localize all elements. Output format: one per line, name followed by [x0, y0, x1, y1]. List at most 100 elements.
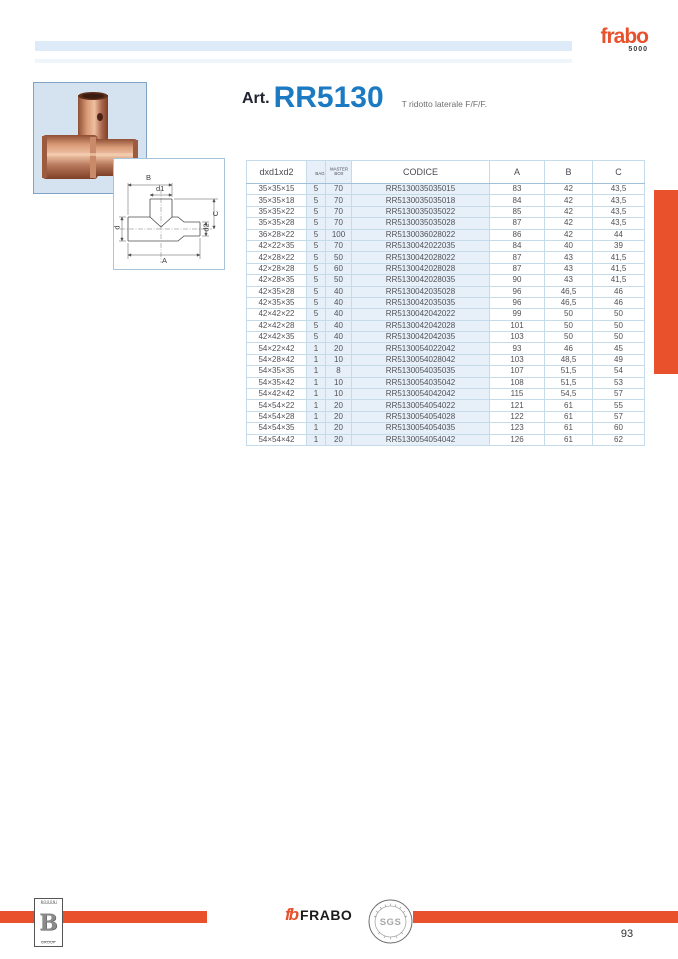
table-cell: 5 [306, 331, 326, 344]
table-cell: 54×54×42 [246, 433, 307, 447]
table-cell: 40 [325, 285, 352, 298]
table-cell: 5 [306, 296, 326, 310]
table-cell: 5 [306, 262, 326, 276]
table-cell: 42 [544, 194, 593, 207]
table-cell: 20 [325, 399, 352, 412]
table-cell: 54×54×22 [246, 399, 307, 412]
table-cell: 103 [489, 331, 545, 344]
table-cell: 5 [306, 205, 326, 219]
table-cell: RR5130042028035 [351, 274, 490, 287]
footer-rule-left [0, 911, 207, 923]
table-row: 35×35×28 5 70 RR5130035035028 87 42 43,5 [246, 217, 645, 230]
brand-logo-text: frabo [600, 25, 650, 48]
table-row: 42×42×22 5 40 RR5130042042022 99 50 50 [246, 308, 645, 321]
table-cell: 70 [325, 205, 352, 219]
spec-table: dxd1xd2 BAG MASTER BOX CODICE A B C 35×3… [246, 160, 645, 447]
tee-dimension-diagram [119, 183, 218, 263]
table-cell: 1 [306, 342, 326, 355]
table-cell: 8 [325, 365, 352, 378]
table-cell: 61 [544, 410, 593, 424]
table-row: 54×54×22 1 20 RR5130054054022 121 61 55 [246, 399, 645, 412]
table-cell: 20 [325, 342, 352, 355]
table-cell: 5 [306, 319, 326, 333]
fb-monogram-icon: fb [285, 905, 299, 924]
table-cell: 57 [592, 388, 645, 401]
table-cell: 107 [489, 365, 545, 378]
table-cell: 40 [544, 239, 593, 253]
table-cell: 1 [306, 433, 326, 447]
sgs-stamp-icon: SGS [368, 899, 413, 944]
table-cell: 43 [544, 274, 593, 287]
table-cell: 41,5 [592, 274, 645, 287]
table-row: 42×22×35 5 70 RR5130042022035 84 40 39 [246, 239, 645, 253]
article-prefix: Art. [242, 90, 270, 107]
table-cell: 40 [325, 319, 352, 333]
footer-brand-name: FRABO [300, 907, 353, 923]
table-cell: RR5130042035035 [351, 296, 490, 310]
table-cell: 46 [544, 342, 593, 355]
table-cell: 42×42×28 [246, 319, 307, 333]
table-cell: 46,5 [544, 285, 593, 298]
table-cell: 42 [544, 182, 593, 196]
table-cell: RR5130054054022 [351, 399, 490, 412]
table-cell: RR5130054054042 [351, 433, 490, 447]
table-cell: 86 [489, 228, 545, 241]
table-cell: 84 [489, 194, 545, 207]
table-cell: 103 [489, 353, 545, 367]
group-logo-top-text: BOGONI [40, 900, 57, 904]
table-cell: 45 [592, 342, 645, 355]
table-cell: RR5130042028022 [351, 251, 490, 264]
dim-label-d: d [112, 225, 122, 230]
footer-rule-right [413, 911, 678, 923]
table-cell: RR5130042042022 [351, 308, 490, 321]
table-cell: 93 [489, 342, 545, 355]
col-header-bag: BAG [306, 160, 326, 184]
table-cell: RR5130054035042 [351, 376, 490, 390]
technical-drawing: B d1 d C d2 A [113, 158, 225, 270]
table-cell: RR5130035035018 [351, 194, 490, 207]
table-cell: 42×22×35 [246, 239, 307, 253]
table-cell: 61 [544, 399, 593, 412]
table-cell: RR5130035035028 [351, 217, 490, 230]
table-row: 54×54×28 1 20 RR5130054054028 122 61 57 [246, 410, 645, 424]
brand-logo-series: 5000 [628, 46, 648, 53]
table-cell: 44 [592, 228, 645, 241]
table-cell: 42 [544, 228, 593, 241]
copper-tee-photo [42, 92, 138, 179]
table-row: 42×28×22 5 50 RR5130042028022 87 43 41,5 [246, 251, 645, 264]
table-cell: 101 [489, 319, 545, 333]
table-row: 35×35×15 5 70 RR5130035035015 83 42 43,5 [246, 182, 645, 196]
table-cell: 50 [544, 308, 593, 321]
table-cell: 43,5 [592, 217, 645, 230]
table-cell: 20 [325, 433, 352, 447]
table-cell: 41,5 [592, 262, 645, 276]
table-cell: 5 [306, 217, 326, 230]
table-row: 54×54×42 1 20 RR5130054054042 126 61 62 [246, 433, 645, 447]
col-header-a: A [489, 160, 545, 184]
table-cell: 42×42×35 [246, 331, 307, 344]
table-row: 54×54×35 1 20 RR5130054054035 123 61 60 [246, 422, 645, 435]
table-cell: 42×42×22 [246, 308, 307, 321]
table-cell: 70 [325, 239, 352, 253]
table-row: 42×28×28 5 60 RR5130042028028 87 43 41,5 [246, 262, 645, 276]
table-cell: 1 [306, 365, 326, 378]
table-cell: 1 [306, 376, 326, 390]
table-cell: 54×35×42 [246, 376, 307, 390]
table-body: 35×35×15 5 70 RR5130035035015 83 42 43,5 35×35×… [246, 182, 645, 447]
chapter-tab [654, 190, 678, 374]
table-cell: 50 [544, 331, 593, 344]
table-row: 36×28×22 5 100 RR5130036028022 86 42 44 [246, 228, 645, 241]
table-cell: 87 [489, 262, 545, 276]
table-cell: 48,5 [544, 353, 593, 367]
table-cell: 96 [489, 285, 545, 298]
table-cell: 108 [489, 376, 545, 390]
table-row: 54×35×42 1 10 RR5130054035042 108 51,5 53 [246, 376, 645, 390]
table-cell: 5 [306, 239, 326, 253]
table-row: 35×35×18 5 70 RR5130035035018 84 42 43,5 [246, 194, 645, 207]
table-cell: RR5130054022042 [351, 342, 490, 355]
table-cell: RR5130054054035 [351, 422, 490, 435]
table-cell: 5 [306, 194, 326, 207]
table-cell: 70 [325, 182, 352, 196]
table-cell: 60 [592, 422, 645, 435]
table-cell: 54×35×35 [246, 365, 307, 378]
